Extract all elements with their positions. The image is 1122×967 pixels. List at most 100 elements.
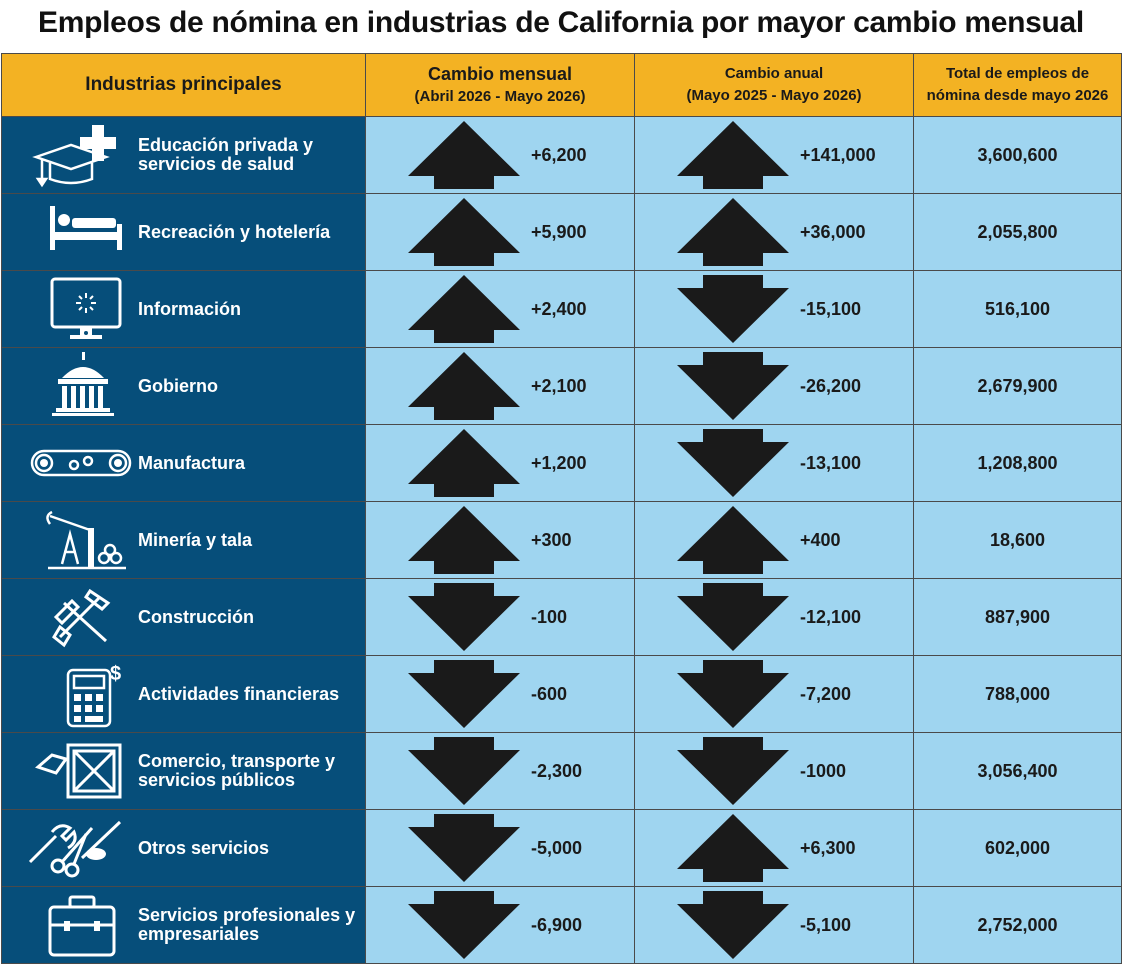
total-jobs-cell: 2,752,000 (913, 886, 1122, 964)
total-jobs-value: 3,600,600 (977, 144, 1058, 165)
annual-change-cell: +141,000 (634, 116, 914, 194)
annual-down-arrow-icon (677, 429, 789, 497)
header-monthly-title: Cambio mensual (427, 64, 573, 84)
calculator-dollar-icon: $ (66, 663, 121, 728)
total-jobs-value: 602,000 (984, 837, 1051, 858)
industry-label: Comercio, transporte y servicios públicos (138, 751, 336, 790)
monthly-change-cell: -6,900 (365, 886, 635, 964)
total-jobs-cell: 18,600 (913, 501, 1122, 579)
header-industry: Industrias principales (1, 53, 366, 117)
table-row: Comercio, transporte y servicios públicos… (1, 732, 1122, 810)
monthly-change-value: +2,100 (531, 375, 587, 396)
annual-change-cell: +36,000 (634, 193, 914, 271)
total-jobs-value: 2,055,800 (977, 221, 1058, 242)
industry-cell: Servicios profesionales y empresariales (1, 886, 366, 964)
table-row: $ Actividades financieras -600 -7,200 788,00… (1, 655, 1122, 733)
monthly-up-arrow-icon (408, 506, 520, 574)
annual-change-cell: -5,100 (634, 886, 914, 964)
monthly-down-arrow-icon (408, 737, 520, 805)
table-row: Servicios profesionales y empresariales -6… (1, 886, 1122, 964)
industry-label: Recreación y hotelería (138, 221, 331, 242)
monthly-down-arrow-icon (408, 814, 520, 882)
total-jobs-value: 887,900 (984, 606, 1051, 627)
industry-cell: Gobierno (1, 347, 366, 425)
table-row: Gobierno +2,100 -26,200 2,679,900 (1, 347, 1122, 425)
annual-down-arrow-icon (677, 352, 789, 420)
table-row: Construcción -100 -12,100 887,900 (1, 578, 1122, 656)
table-row: Otros servicios -5,000 +6,300 602,000 (1, 809, 1122, 887)
employment-table: Industrias principales Cambio mensual (A… (1, 53, 1122, 964)
annual-change-cell: +400 (634, 501, 914, 579)
annual-up-arrow-icon (677, 506, 789, 574)
wrench-scissors-icon (28, 820, 122, 878)
annual-up-arrow-icon (677, 814, 789, 882)
industry-cell: Manufactura (1, 424, 366, 502)
monthly-change-cell: -100 (365, 578, 635, 656)
header-total-line1: Total de empleos de (945, 65, 1090, 82)
annual-down-arrow-icon (677, 583, 789, 651)
total-jobs-cell: 516,100 (913, 270, 1122, 348)
header-monthly-period: (Abril 2026 - Mayo 2026) (414, 88, 586, 105)
header-annual-period: (Mayo 2025 - Mayo 2026) (686, 87, 862, 104)
annual-change-value: -15,100 (800, 298, 862, 319)
page-title: Empleos de nómina en industrias de Calif… (38, 6, 1084, 39)
monthly-change-cell: +6,200 (365, 116, 635, 194)
total-jobs-cell: 887,900 (913, 578, 1122, 656)
annual-down-arrow-icon (677, 275, 789, 343)
annual-change-value: -12,100 (800, 606, 862, 627)
monthly-change-cell: +2,400 (365, 270, 635, 348)
monthly-change-cell: +2,100 (365, 347, 635, 425)
annual-change-cell: -15,100 (634, 270, 914, 348)
bed-icon (50, 206, 122, 250)
hammer-saw-icon (52, 588, 111, 648)
industry-label: Gobierno (138, 375, 218, 396)
table-row: Información +2,400 -15,100 516,100 (1, 270, 1122, 348)
monthly-change-cell: -5,000 (365, 809, 635, 887)
monthly-change-cell: +1,200 (365, 424, 635, 502)
header-annual-title: Cambio anual (724, 65, 824, 82)
table-row: Manufactura +1,200 -13,100 1,208,800 (1, 424, 1122, 502)
industry-label: Minería y tala (138, 529, 253, 550)
industry-label: Manufactura (138, 452, 246, 473)
monthly-down-arrow-icon (408, 583, 520, 651)
industry-label: Educación privada y servicios de salud (138, 135, 314, 174)
annual-down-arrow-icon (677, 737, 789, 805)
total-jobs-value: 2,679,900 (977, 375, 1058, 396)
monthly-up-arrow-icon (408, 275, 520, 343)
annual-up-arrow-icon (677, 121, 789, 189)
computer-monitor-icon (50, 277, 122, 339)
crate-tag-icon (35, 743, 122, 799)
annual-down-arrow-icon (677, 660, 789, 728)
annual-change-value: +141,000 (800, 144, 876, 165)
monthly-change-value: -100 (531, 606, 568, 627)
svg-text:$: $ (110, 663, 121, 685)
annual-change-cell: -1000 (634, 732, 914, 810)
total-jobs-cell: 3,600,600 (913, 116, 1122, 194)
monthly-change-value: -2,300 (531, 760, 583, 781)
industry-cell: Información (1, 270, 366, 348)
annual-change-value: +400 (800, 529, 841, 550)
oil-pump-logs-icon (46, 510, 126, 570)
annual-change-value: -5,100 (800, 914, 852, 935)
industry-label: Construcción (138, 606, 255, 627)
total-jobs-value: 1,208,800 (977, 452, 1058, 473)
annual-change-cell: +6,300 (634, 809, 914, 887)
toolbox-icon (48, 895, 116, 957)
conveyor-gears-icon (30, 449, 132, 477)
header-total: Total de empleos de nómina desde mayo 20… (913, 53, 1122, 117)
industry-cell: $ Actividades financieras (1, 655, 366, 733)
total-jobs-value: 2,752,000 (977, 914, 1058, 935)
monthly-change-value: +300 (531, 529, 572, 550)
monthly-up-arrow-icon (408, 198, 520, 266)
capitol-building-icon (52, 352, 114, 416)
monthly-up-arrow-icon (408, 429, 520, 497)
monthly-change-value: +5,900 (531, 221, 587, 242)
annual-change-value: -7,200 (800, 683, 852, 704)
monthly-change-value: -5,000 (531, 837, 583, 858)
total-jobs-cell: 2,679,900 (913, 347, 1122, 425)
monthly-up-arrow-icon (408, 352, 520, 420)
annual-change-cell: -12,100 (634, 578, 914, 656)
annual-change-value: -1000 (800, 760, 847, 781)
monthly-change-cell: -600 (365, 655, 635, 733)
industry-cell: Comercio, transporte y servicios públicos (1, 732, 366, 810)
